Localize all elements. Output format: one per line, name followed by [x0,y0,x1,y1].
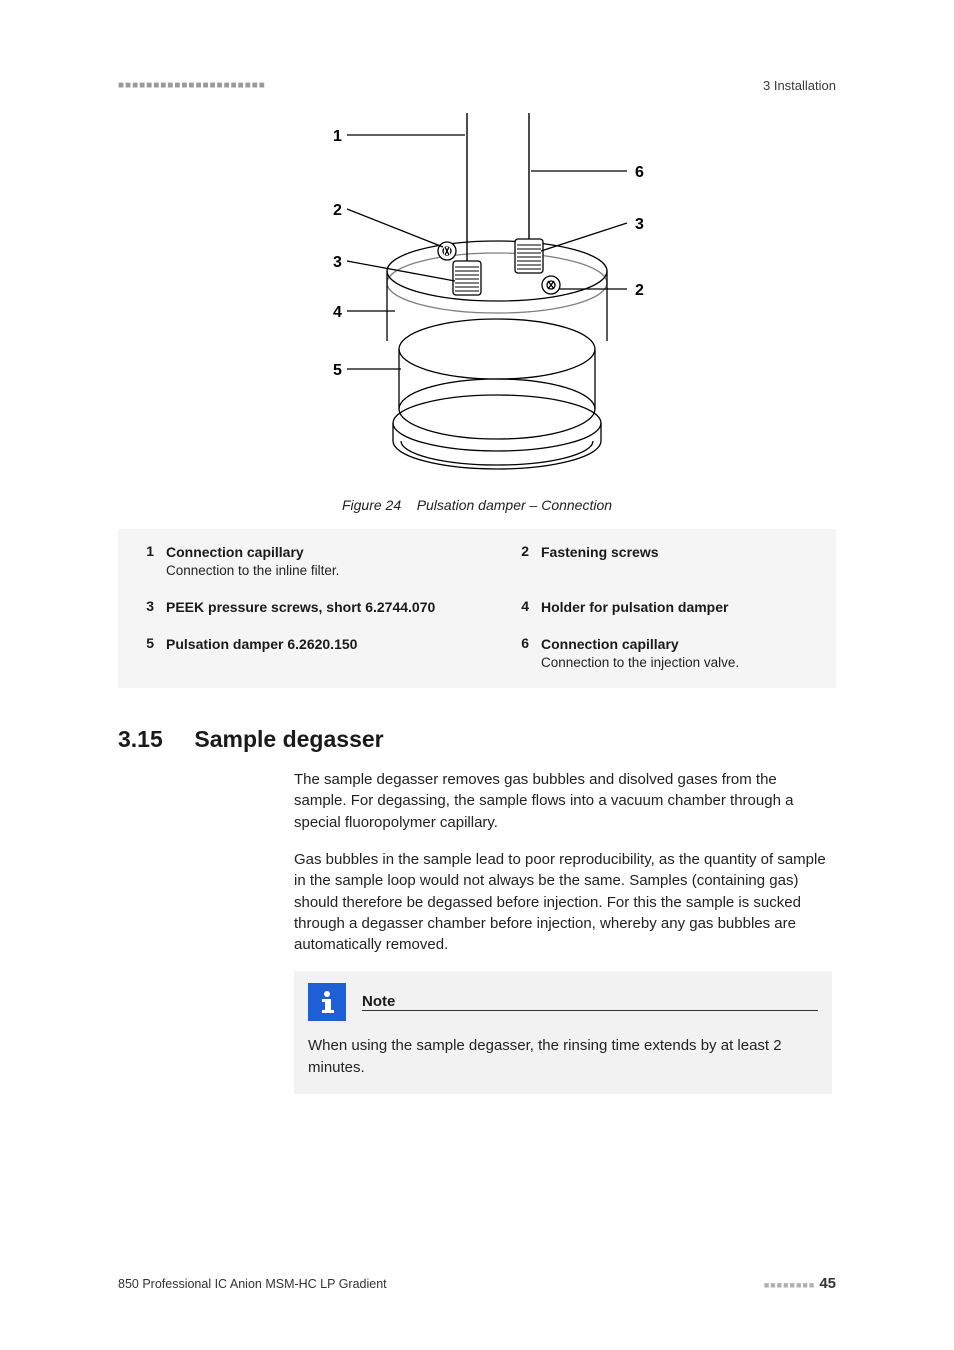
note-body: When using the sample degasser, the rins… [308,1035,818,1078]
callout-2l: 2 [333,202,342,219]
legend-title: Pulsation damper 6.2620.150 [166,635,443,654]
footer-page: ■■■■■■■■45 [764,1275,836,1292]
legend-sub: Connection to the injection valve. [541,654,818,672]
callout-1: 1 [333,128,342,145]
callout-3r: 3 [635,216,644,233]
legend-title: Fastening screws [541,543,818,562]
legend-num: 1 [128,543,154,559]
section-heading: 3.15 Sample degasser [118,726,836,753]
callout-5: 5 [333,362,342,379]
section-title: Sample degasser [194,726,383,752]
info-icon [308,983,346,1021]
footer-doc-title: 850 Professional IC Anion MSM-HC LP Grad… [118,1277,387,1291]
legend-num: 5 [128,635,154,651]
callout-2r: 2 [635,282,644,299]
legend-title: Connection capillary [541,635,818,654]
section-body: The sample degasser removes gas bubbles … [294,769,832,1094]
legend-title: Connection capillary [166,543,443,562]
note-header: Note [308,983,818,1021]
note-box: Note When using the sample degasser, the… [294,971,832,1094]
legend-title: Holder for pulsation damper [541,598,818,617]
legend-sub: Connection to the inline filter. [166,562,443,580]
paragraph: The sample degasser removes gas bubbles … [294,769,832,833]
legend-item: 1 Connection capillary Connection to the… [128,543,443,580]
legend-item: 6 Connection capillary Connection to the… [503,635,818,672]
figure-caption-prefix: Figure 24 [342,497,401,513]
page: ■■■■■■■■■■■■■■■■■■■■■ 3 Installation [0,0,954,1350]
legend-num: 3 [128,598,154,614]
figure-caption-title: Pulsation damper – Connection [417,497,612,513]
note-rule [362,1010,818,1011]
figure-legend: 1 Connection capillary Connection to the… [118,529,836,688]
callout-4: 4 [333,304,342,321]
header-chapter: 3 Installation [763,78,836,93]
footer-decoration: ■■■■■■■■ [764,1280,816,1290]
legend-title: PEEK pressure screws, short 6.2744.070 [166,598,443,617]
legend-num: 6 [503,635,529,651]
figure-block: 1 2 3 4 5 6 3 2 Figure 24 Pulsation damp… [118,111,836,513]
callout-6: 6 [635,164,644,181]
page-number: 45 [819,1275,836,1292]
paragraph: Gas bubbles in the sample lead to poor r… [294,849,832,955]
page-header: ■■■■■■■■■■■■■■■■■■■■■ 3 Installation [118,78,836,93]
pulsation-damper-diagram: 1 2 3 4 5 6 3 2 [277,111,677,491]
legend-num: 4 [503,598,529,614]
legend-item: 2 Fastening screws [503,543,818,580]
header-decoration: ■■■■■■■■■■■■■■■■■■■■■ [118,80,266,91]
legend-item: 4 Holder for pulsation damper [503,598,818,617]
page-footer: 850 Professional IC Anion MSM-HC LP Grad… [118,1275,836,1292]
legend-item: 5 Pulsation damper 6.2620.150 [128,635,443,672]
section-number: 3.15 [118,726,188,753]
legend-item: 3 PEEK pressure screws, short 6.2744.070 [128,598,443,617]
section: 3.15 Sample degasser The sample degasser… [118,726,836,1094]
callout-3l: 3 [333,254,342,271]
note-label: Note [362,993,818,1010]
figure-caption: Figure 24 Pulsation damper – Connection [342,497,612,513]
legend-num: 2 [503,543,529,559]
